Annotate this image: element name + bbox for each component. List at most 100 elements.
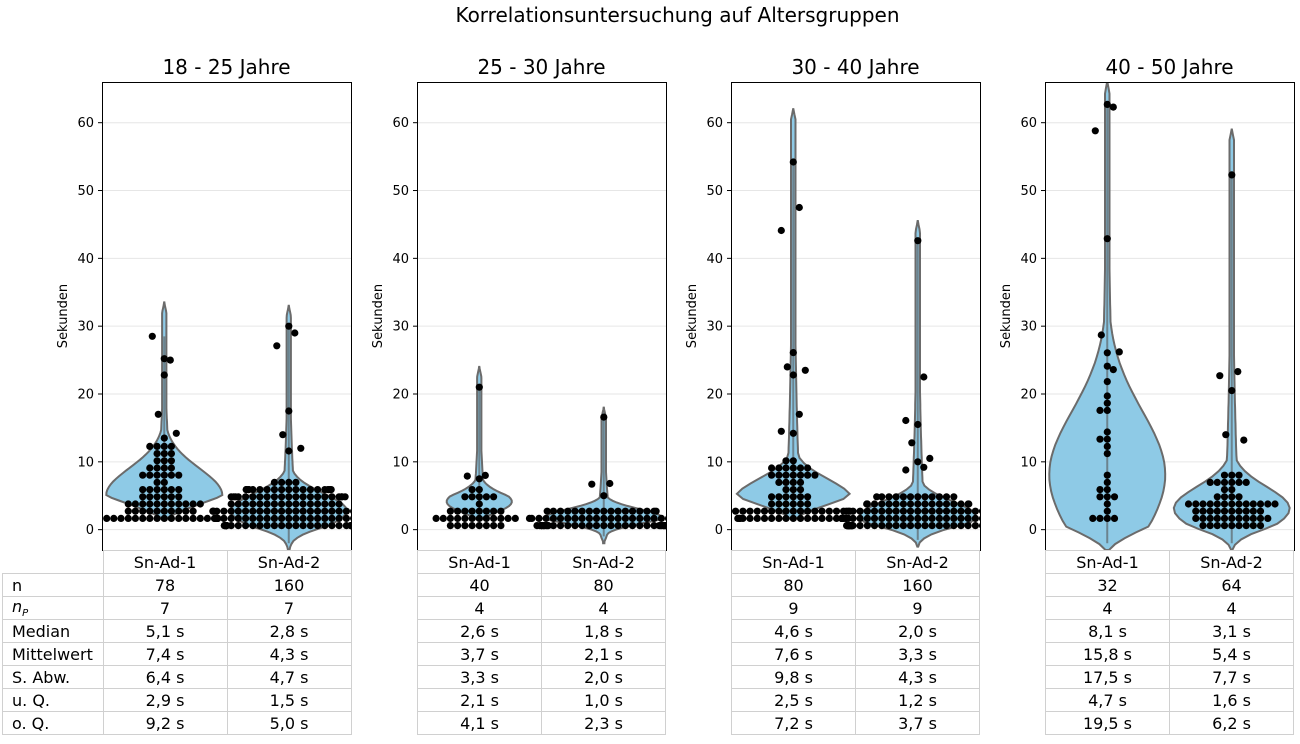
data-point [811,471,819,479]
data-point [1103,428,1111,436]
table-cell: 9,8 s [731,665,856,689]
data-point [796,471,805,479]
data-point [1110,493,1119,501]
data-point-outlier [600,492,608,500]
data-point [971,522,980,530]
y-tick-label: 30 [706,320,723,335]
data-point [585,522,594,530]
data-point [189,514,197,523]
data-point [782,457,790,465]
data-point [856,514,864,523]
table-row: 32 64 [1045,573,1294,597]
data-point [321,507,329,515]
table-row: 3,3 s 2,0 s [417,665,666,689]
table-row: 2,6 s 1,8 s [417,619,666,643]
y-tick-label: 0 [86,523,94,538]
data-point [892,514,900,523]
data-point-outlier [463,472,471,480]
data-point [350,508,351,514]
data-point [782,486,790,494]
data-point [1103,486,1111,494]
data-point [1103,435,1111,443]
data-point [167,486,175,494]
data-point-outlier [920,373,928,381]
data-point [278,478,286,486]
data-point [804,471,812,479]
data-point [885,522,893,530]
table-row-label: n [2,573,104,597]
data-point [1235,471,1243,479]
data-point [1249,514,1257,523]
data-point [1220,493,1229,501]
data-point [804,500,812,508]
data-point-outlier [777,427,785,435]
data-point [139,486,147,494]
y-axis-label: Sekunden [685,284,700,348]
data-point [278,514,286,523]
table-row: o. Q. 9,2 s 5,0 s [2,711,352,736]
data-point [1103,378,1111,386]
data-point [832,514,841,523]
table-cell: 3,3 s [417,665,542,689]
data-point [892,522,900,530]
data-point [849,514,857,523]
data-point [983,522,990,529]
data-point [863,507,872,515]
data-point-outlier [795,410,803,418]
data-point [935,500,944,508]
data-point [139,493,147,501]
data-point [935,493,944,501]
data-point [804,507,812,515]
data-point [328,500,336,508]
data-point [796,478,805,486]
stats-table-4: Sn-Ad-1 Sn-Ad-2 32 64 4 4 8,1 s 3,1 s 15,8 s 5,4 … [1045,550,1294,735]
data-point [878,493,886,501]
data-point [535,514,543,523]
data-point [160,507,168,515]
data-point [153,471,161,479]
data-point [965,500,973,508]
table-row: 2,5 s 1,2 s [731,688,980,712]
data-point [600,507,608,515]
data-point-outlier [273,342,281,350]
table-cell: 2,5 s [731,688,856,712]
data-point [796,486,805,494]
data-point [804,464,812,472]
data-point-outlier [1109,103,1117,111]
data-point [306,493,314,501]
table-cell: 4 [1045,596,1170,620]
data-point [983,522,990,529]
data-point [446,514,454,523]
table-cell: 2,1 s [417,688,542,712]
data-point [139,507,147,515]
data-point [146,442,154,450]
data-point [314,522,322,530]
data-point [1103,450,1111,458]
data-point [986,515,993,522]
y-tick-label: 40 [77,252,94,267]
data-point [983,522,990,529]
data-point [210,507,218,515]
data-point [768,500,776,508]
table-cell: 4,3 s [855,665,980,689]
data-point [1192,514,1200,523]
data-point [270,493,278,501]
data-point [189,507,197,515]
data-point [299,514,307,523]
data-point [782,471,790,479]
data-point [811,507,819,515]
panel-2: 0 10 20 30 40 50 60 Sekunden 25 - 30 Jahre [371,55,667,551]
y-tick-label: 20 [1020,388,1037,403]
data-point-outlier [914,237,922,245]
data-point [980,522,987,529]
data-point [196,514,204,523]
stats-table-2: Sn-Ad-1 Sn-Ad-2 40 80 4 4 2,6 s 1,8 s 3,7 s 2,1 s… [417,550,666,735]
table-cell: 80 [731,573,856,597]
table-cell: 3,7 s [417,642,542,666]
data-point [231,493,240,501]
data-point [153,514,161,523]
data-point [1103,471,1111,479]
data-point [1249,522,1257,530]
data-point [878,522,886,530]
